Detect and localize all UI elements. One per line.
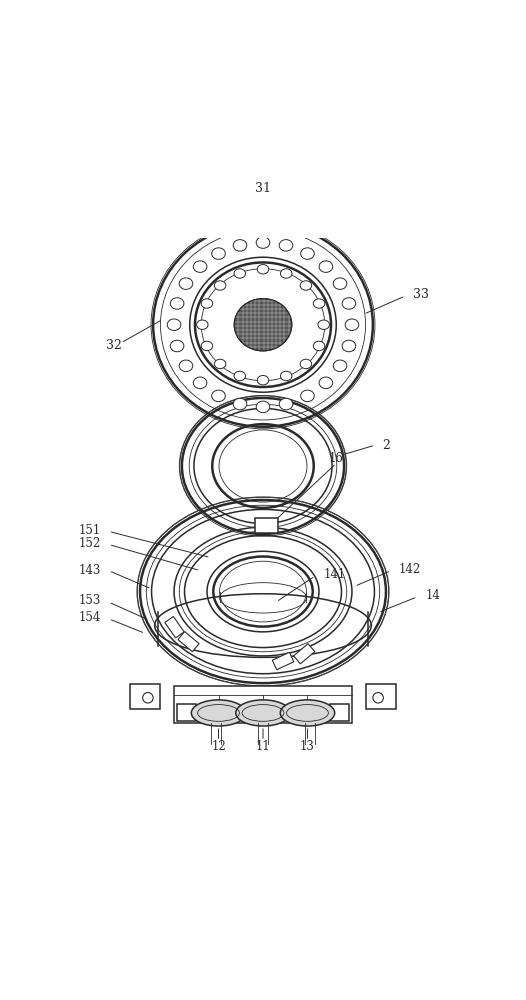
Ellipse shape <box>137 497 389 686</box>
Text: 32: 32 <box>106 339 122 352</box>
Ellipse shape <box>201 341 213 351</box>
Ellipse shape <box>300 359 312 369</box>
Bar <box>177 704 196 721</box>
Ellipse shape <box>214 359 226 369</box>
Ellipse shape <box>197 320 208 329</box>
Bar <box>272 652 294 670</box>
Ellipse shape <box>319 261 333 272</box>
Ellipse shape <box>212 390 225 402</box>
Text: 11: 11 <box>256 740 270 753</box>
Ellipse shape <box>301 248 314 259</box>
Ellipse shape <box>167 319 181 330</box>
Ellipse shape <box>280 371 292 381</box>
Bar <box>165 616 184 638</box>
Ellipse shape <box>193 377 207 389</box>
Text: 13: 13 <box>300 740 315 753</box>
Ellipse shape <box>214 281 226 290</box>
Ellipse shape <box>279 398 293 410</box>
Bar <box>366 684 397 709</box>
Ellipse shape <box>280 700 335 726</box>
Ellipse shape <box>318 320 329 329</box>
Text: 12: 12 <box>211 740 226 753</box>
Ellipse shape <box>333 360 347 372</box>
Text: 142: 142 <box>399 563 421 576</box>
Text: 33: 33 <box>412 288 429 301</box>
Text: 153: 153 <box>78 594 101 607</box>
Ellipse shape <box>301 390 314 402</box>
Text: 151: 151 <box>78 524 101 537</box>
Ellipse shape <box>212 248 225 259</box>
Text: 31: 31 <box>255 182 271 195</box>
Bar <box>255 518 278 533</box>
Text: 152: 152 <box>78 537 101 550</box>
Ellipse shape <box>170 298 184 309</box>
Ellipse shape <box>333 278 347 289</box>
Ellipse shape <box>233 398 247 410</box>
Ellipse shape <box>234 299 292 351</box>
Ellipse shape <box>319 377 333 389</box>
Ellipse shape <box>201 299 213 308</box>
Text: 16: 16 <box>329 452 343 465</box>
Ellipse shape <box>256 401 270 413</box>
Ellipse shape <box>179 360 193 372</box>
Bar <box>129 684 160 709</box>
Text: 2: 2 <box>382 439 390 452</box>
Bar <box>294 644 315 664</box>
Ellipse shape <box>313 341 325 351</box>
Ellipse shape <box>236 700 290 726</box>
Ellipse shape <box>342 340 356 352</box>
Ellipse shape <box>280 269 292 278</box>
Bar <box>178 632 199 652</box>
Ellipse shape <box>234 371 246 381</box>
Ellipse shape <box>313 299 325 308</box>
Text: 14: 14 <box>425 589 440 602</box>
Ellipse shape <box>191 700 246 726</box>
Bar <box>174 686 352 723</box>
Text: 154: 154 <box>78 611 101 624</box>
Ellipse shape <box>257 375 269 385</box>
Ellipse shape <box>257 265 269 274</box>
Ellipse shape <box>300 281 312 290</box>
Ellipse shape <box>234 269 246 278</box>
Ellipse shape <box>170 340 184 352</box>
Ellipse shape <box>256 237 270 248</box>
Ellipse shape <box>233 240 247 251</box>
Ellipse shape <box>193 261 207 272</box>
Ellipse shape <box>345 319 359 330</box>
Ellipse shape <box>342 298 356 309</box>
Ellipse shape <box>279 240 293 251</box>
Text: 143: 143 <box>78 564 101 577</box>
Bar <box>330 704 349 721</box>
Ellipse shape <box>179 278 193 289</box>
Ellipse shape <box>179 395 347 537</box>
Text: 141: 141 <box>323 568 346 581</box>
